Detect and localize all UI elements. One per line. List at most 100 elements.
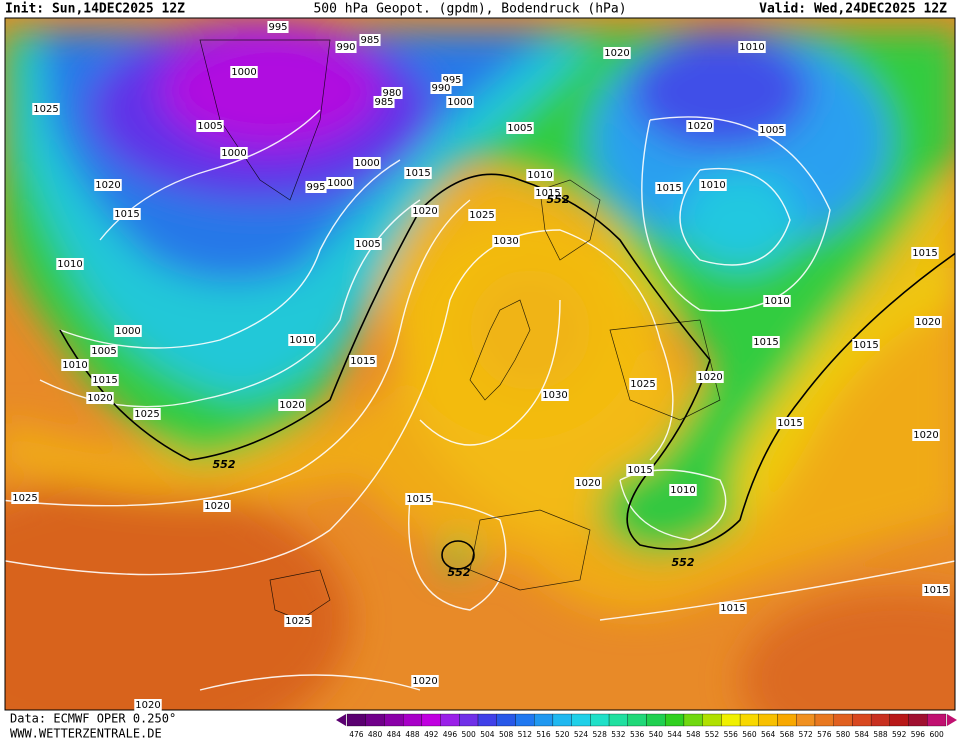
isobar-value: 990 (336, 42, 355, 53)
isobar-value: 1020 (687, 121, 712, 132)
isobar-label-box (699, 179, 727, 191)
isobar-label: 1000 (353, 157, 381, 169)
colorbar-swatch (665, 713, 685, 727)
isobar-label: 1015 (911, 247, 939, 259)
colorbar-swatch (646, 713, 666, 727)
isobar-value: 1020 (913, 430, 938, 441)
isobar-value: 995 (306, 182, 325, 193)
isobar-value: 1030 (493, 236, 518, 247)
isobar-label-box (541, 389, 569, 401)
isobar-label: 985 (359, 34, 381, 46)
colorbar-label: 560 (742, 730, 757, 739)
colorbar-swatch (346, 713, 366, 727)
isobar-label: 985 (373, 96, 395, 108)
isobar-label: 1020 (278, 399, 306, 411)
isobar-value: 1025 (12, 493, 37, 504)
colorbar-swatch (365, 713, 385, 727)
colorbar-swatch (608, 713, 628, 727)
isobar-label: 1000 (220, 147, 248, 159)
isobar-label: 1010 (61, 359, 89, 371)
colorbar-label: 600 (929, 730, 944, 739)
isobar-label-box (278, 399, 306, 411)
isobar-label-box (446, 96, 474, 108)
isobar-label-box (696, 371, 724, 383)
isobar-label-box (353, 157, 381, 169)
isobar-value: 1020 (95, 180, 120, 191)
isobar-label: 1020 (603, 47, 631, 59)
colorbar-swatch (627, 713, 647, 727)
colorbar-label: 584 (855, 730, 870, 739)
isobar-label-box (305, 181, 327, 193)
colorbar-swatch (758, 713, 778, 727)
isobar-label-box (196, 120, 224, 132)
isobar-value: 1015 (92, 375, 117, 386)
isobar-value: 1010 (289, 335, 314, 346)
isobar-label: 990 (335, 41, 357, 53)
isobar-label: 1005 (506, 122, 534, 134)
isobar-label: 1010 (738, 41, 766, 53)
isobar-label-box (134, 699, 162, 711)
isobar-value: 1020 (279, 400, 304, 411)
isobar-value: 1015 (350, 356, 375, 367)
isobar-value: 1010 (670, 485, 695, 496)
colorbar-label: 504 (480, 730, 495, 739)
isobar-label: 1015 (349, 355, 377, 367)
isobar-label: 1020 (86, 392, 114, 404)
isobar-label: 1020 (914, 316, 942, 328)
isobar-label-box (911, 247, 939, 259)
isobar-value: 1020 (915, 317, 940, 328)
isobar-label: 1000 (114, 325, 142, 337)
colorbar-label: 596 (911, 730, 926, 739)
height-contour-label: 552 (448, 566, 471, 579)
isobar-label-box (922, 584, 950, 596)
isobar-label-box (430, 82, 452, 94)
colorbar-label: 476 (349, 730, 364, 739)
colorbar-label: 592 (892, 730, 907, 739)
isobar-value: 1020 (204, 501, 229, 512)
isobar-value: 1000 (115, 326, 140, 337)
isobar-label-box (86, 392, 114, 404)
colorbar-swatch (421, 713, 441, 727)
map-title: 500 hPa Geopot. (gpdm), Bodendruck (hPa) (313, 2, 626, 17)
isobar-label-box (284, 615, 312, 627)
isobar-label: 1020 (411, 675, 439, 687)
isobar-value: 1015 (406, 494, 431, 505)
isobar-label: 1010 (763, 295, 791, 307)
isobar-label-box (56, 258, 84, 270)
map-frame (4, 17, 956, 711)
isobar-value: 1015 (114, 209, 139, 220)
colorbar-label: 536 (630, 730, 645, 739)
isobar-value: 1010 (739, 42, 764, 53)
map (5, 18, 955, 710)
colorbar-swatch (459, 713, 479, 727)
isobar-value: 995 (268, 22, 287, 33)
isobar-label: 1005 (758, 124, 786, 136)
isobar-value: 1025 (285, 616, 310, 627)
isobar-label-box (776, 417, 804, 429)
isobar-label: 1015 (113, 208, 141, 220)
isobar-value: 1005 (91, 346, 116, 357)
colorbar-swatch (739, 713, 759, 727)
isobar-label: 1000 (230, 66, 258, 78)
isobar-label-box (603, 47, 631, 59)
isobar-label: 990 (430, 82, 452, 94)
isobar-label-box (492, 235, 520, 247)
isobar-label: 1015 (405, 493, 433, 505)
isobar-label: 1020 (203, 500, 231, 512)
isobar-label: 1015 (922, 584, 950, 596)
isobar-label: 1020 (686, 120, 714, 132)
isobar-value: 990 (431, 83, 450, 94)
isobar-value: 1005 (355, 239, 380, 250)
colorbar-label: 556 (724, 730, 739, 739)
colorbar-label: 568 (780, 730, 795, 739)
isobar-label-box (11, 492, 39, 504)
isobar-label: 1015 (626, 464, 654, 476)
isobar-label-box (468, 209, 496, 221)
website: WWW.WETTERZENTRALE.DE (10, 727, 162, 741)
isobar-label: 995 (267, 21, 289, 33)
isobar-value: 1000 (354, 158, 379, 169)
colorbar-swatch (384, 713, 404, 727)
isobar-value: 980 (382, 88, 401, 99)
colorbar-swatch (496, 713, 516, 727)
isobar-value: 1015 (777, 418, 802, 429)
